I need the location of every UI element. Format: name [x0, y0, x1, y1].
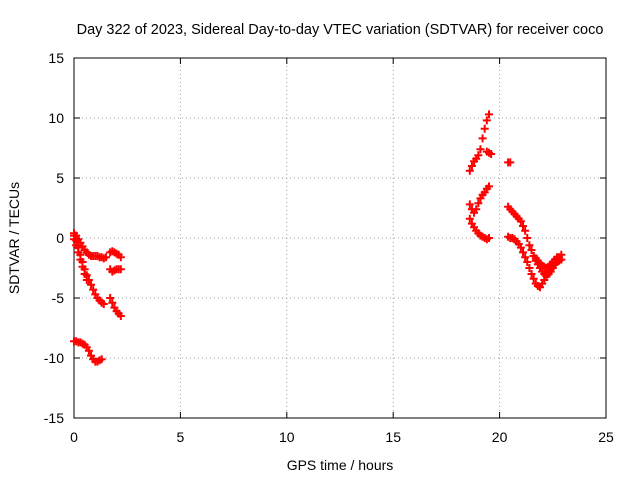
chart-title: Day 322 of 2023, Sidereal Day-to-day VTE… — [77, 22, 604, 38]
data-point — [82, 276, 91, 284]
x-tick-label: 0 — [70, 429, 78, 445]
x-tick-label: 5 — [177, 429, 185, 445]
data-point — [516, 243, 525, 252]
data-point — [80, 270, 89, 278]
data-point — [480, 124, 489, 133]
y-tick-label: 15 — [48, 50, 64, 66]
x-tick-label: 25 — [598, 429, 614, 445]
data-point — [519, 222, 528, 230]
data-point — [106, 294, 115, 302]
data-point — [476, 145, 485, 154]
data-point — [484, 234, 493, 242]
y-tick-label: -5 — [52, 290, 65, 306]
data-point — [467, 162, 476, 170]
data-point — [527, 270, 536, 278]
x-axis-label: GPS time / hours — [287, 457, 394, 473]
x-tick-label: 15 — [385, 429, 401, 445]
data-point — [76, 255, 85, 264]
data-point — [116, 265, 125, 274]
data-point — [521, 253, 530, 262]
data-point — [484, 110, 493, 119]
data-point — [484, 182, 493, 191]
data-point — [116, 312, 125, 320]
data-point — [74, 248, 83, 257]
x-tick-label: 20 — [492, 429, 508, 445]
data-point — [465, 214, 474, 223]
data-point — [474, 151, 483, 160]
data-point — [523, 234, 532, 242]
x-tick-label: 10 — [279, 429, 295, 445]
data-point — [487, 150, 496, 158]
data-point — [472, 205, 481, 214]
data-point — [529, 274, 538, 283]
data-point — [72, 241, 81, 250]
grid-lines — [74, 58, 606, 418]
data-point — [553, 253, 562, 262]
y-tick-label: 5 — [56, 170, 64, 186]
data-point — [70, 235, 78, 244]
data-point — [482, 116, 491, 125]
data-point — [525, 241, 534, 250]
data-point — [465, 200, 474, 209]
y-tick-label: 0 — [56, 230, 64, 246]
data-point — [523, 258, 532, 266]
y-axis-label: SDTVAR / TECUs — [6, 182, 22, 294]
data-point — [478, 134, 487, 143]
data-point — [521, 226, 530, 235]
y-tick-label: -10 — [44, 350, 64, 366]
data-point — [116, 253, 125, 262]
y-tick-label: -15 — [44, 410, 64, 426]
data-point — [89, 285, 98, 294]
data-point — [506, 158, 515, 167]
data-point — [465, 166, 474, 175]
data-point — [84, 346, 93, 355]
data-point — [101, 253, 110, 262]
y-tick-label: 10 — [48, 110, 64, 126]
data-point — [525, 264, 534, 272]
data-point — [87, 280, 96, 289]
data-points — [70, 110, 566, 366]
axis-ticks: 0 5 10 15 20 25 -15 -10 -5 0 5 10 15 — [44, 50, 614, 445]
data-point — [527, 246, 536, 254]
data-point — [108, 298, 117, 307]
data-point — [519, 248, 528, 257]
data-point — [516, 217, 525, 226]
data-point — [97, 355, 106, 364]
data-point — [78, 262, 87, 271]
data-point — [99, 300, 108, 308]
data-point — [474, 199, 483, 208]
